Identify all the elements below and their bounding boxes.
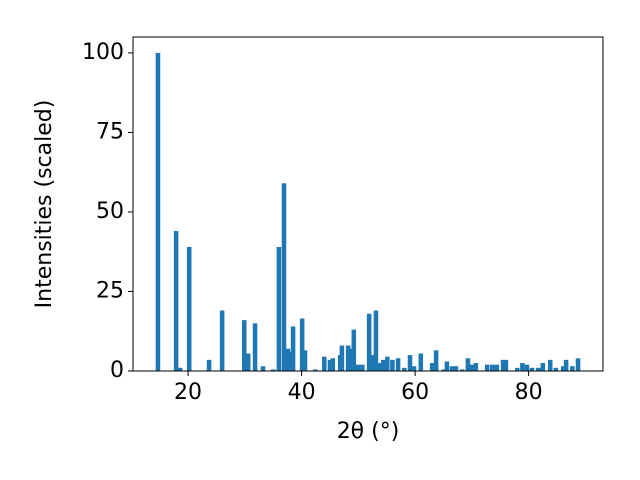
bar <box>433 350 439 371</box>
bar <box>390 359 395 371</box>
y-axis-label: Intensities (scaled) <box>32 100 57 309</box>
bar <box>219 310 225 371</box>
bar <box>395 358 401 371</box>
bar <box>347 348 353 371</box>
x-axis-label: 2θ (°) <box>337 419 400 444</box>
bar <box>560 366 566 371</box>
bar <box>484 364 490 371</box>
bar <box>173 231 179 371</box>
bar <box>570 366 575 371</box>
bar <box>245 353 251 371</box>
bar <box>241 320 247 371</box>
x-tick-label: 40 <box>288 380 316 405</box>
y-tick-label: 100 <box>82 40 124 65</box>
y-tick-label: 25 <box>96 278 124 303</box>
x-tick-label: 80 <box>515 380 543 405</box>
bar <box>385 356 390 371</box>
plot-frame <box>132 36 604 372</box>
bar <box>473 363 479 371</box>
bar <box>302 350 308 371</box>
bar <box>520 363 525 371</box>
bar <box>330 358 336 371</box>
bar <box>563 359 569 371</box>
bar <box>524 364 530 371</box>
bar <box>339 345 345 371</box>
bar <box>459 369 465 371</box>
bar <box>418 353 424 371</box>
bar <box>429 363 435 371</box>
bar <box>547 359 553 371</box>
bar <box>553 367 559 371</box>
bar <box>441 369 447 371</box>
bar <box>287 351 293 371</box>
bar <box>453 366 459 371</box>
bar <box>449 366 455 371</box>
bar <box>444 361 450 371</box>
bar <box>327 359 333 371</box>
bar <box>252 323 258 371</box>
x-tick-label: 60 <box>401 380 429 405</box>
bar <box>465 358 471 371</box>
bar <box>411 366 417 371</box>
bar <box>515 367 520 371</box>
bar <box>322 356 327 371</box>
bar <box>299 318 305 371</box>
bar <box>290 326 296 371</box>
bar <box>500 359 506 371</box>
bar <box>490 364 495 371</box>
y-tick-label: 75 <box>96 119 124 144</box>
bar <box>155 52 161 372</box>
bar <box>177 367 183 371</box>
y-tick-label: 0 <box>110 358 124 383</box>
bar <box>536 367 541 371</box>
bar <box>575 358 581 371</box>
bar <box>366 313 372 371</box>
x-tick-label: 20 <box>174 380 202 405</box>
bar <box>503 359 509 371</box>
bar <box>270 369 276 371</box>
bar <box>260 366 266 371</box>
bar <box>373 310 379 371</box>
y-tick-label: 50 <box>96 199 124 224</box>
bar <box>407 355 413 371</box>
bar <box>381 359 386 371</box>
bar <box>377 363 383 371</box>
bar <box>281 183 287 371</box>
bar <box>360 364 365 371</box>
bar <box>540 363 546 371</box>
bar <box>351 329 357 371</box>
bar <box>276 246 282 371</box>
bar <box>355 364 361 371</box>
bar <box>312 369 318 371</box>
bar <box>186 246 192 371</box>
bar <box>402 367 407 371</box>
bar <box>469 364 475 371</box>
bar <box>494 364 500 371</box>
bar <box>369 355 375 371</box>
bar <box>529 367 535 371</box>
bar <box>206 359 212 371</box>
